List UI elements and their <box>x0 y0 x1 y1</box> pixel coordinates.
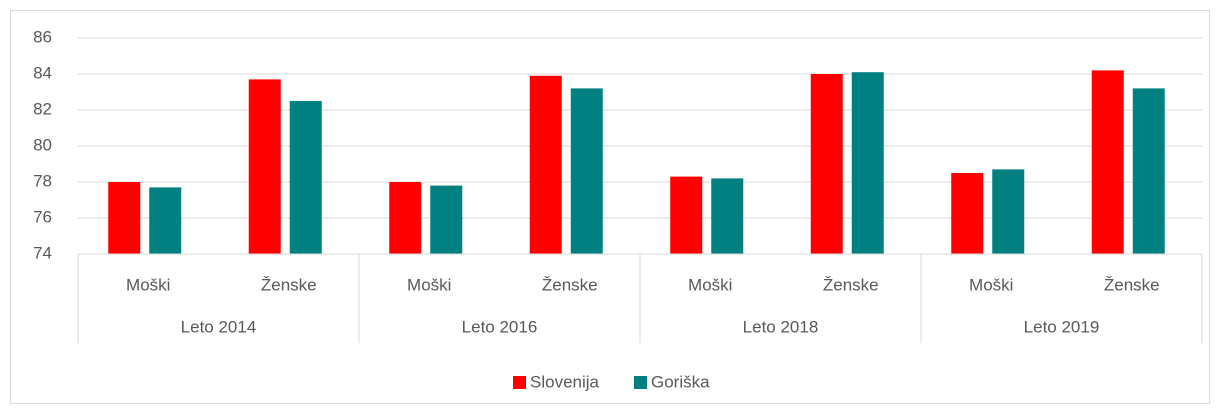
bar <box>851 72 884 254</box>
bar <box>1091 70 1124 255</box>
y-tick-label: 78 <box>33 171 52 190</box>
legend-label: Slovenija <box>530 372 600 391</box>
x-tick-label: Ženske <box>261 275 317 294</box>
bar <box>430 185 463 254</box>
group-label: Leto 2014 <box>181 317 257 336</box>
y-tick-label: 82 <box>33 99 52 118</box>
bar <box>149 187 182 254</box>
bar <box>670 176 703 254</box>
group-label: Leto 2018 <box>743 317 819 336</box>
y-tick-label: 74 <box>33 243 52 262</box>
legend-swatch <box>513 376 526 389</box>
y-tick-label: 80 <box>33 135 52 154</box>
x-tick-label: Ženske <box>1104 275 1160 294</box>
legend-swatch <box>634 376 647 389</box>
y-tick-label: 84 <box>33 63 52 82</box>
bar <box>529 75 562 254</box>
x-tick-label: Ženske <box>823 275 879 294</box>
y-tick-label: 76 <box>33 207 52 226</box>
legend-label: Goriška <box>651 372 710 391</box>
bar <box>289 101 322 254</box>
bar <box>810 74 843 254</box>
x-tick-label: Moški <box>688 275 732 294</box>
x-tick-label: Moški <box>407 275 451 294</box>
chart-border <box>10 10 1210 404</box>
x-tick-label: Moški <box>126 275 170 294</box>
bar <box>711 178 744 254</box>
bar <box>248 79 281 255</box>
bar <box>992 169 1025 254</box>
group-label: Leto 2016 <box>462 317 538 336</box>
x-tick-label: Moški <box>969 275 1013 294</box>
y-tick-label: 86 <box>33 27 52 46</box>
bar <box>389 182 422 254</box>
x-tick-label: Ženske <box>542 275 598 294</box>
bar <box>108 182 141 254</box>
bar <box>570 88 603 255</box>
group-label: Leto 2019 <box>1024 317 1100 336</box>
bar <box>1132 88 1165 255</box>
bar <box>951 173 984 254</box>
